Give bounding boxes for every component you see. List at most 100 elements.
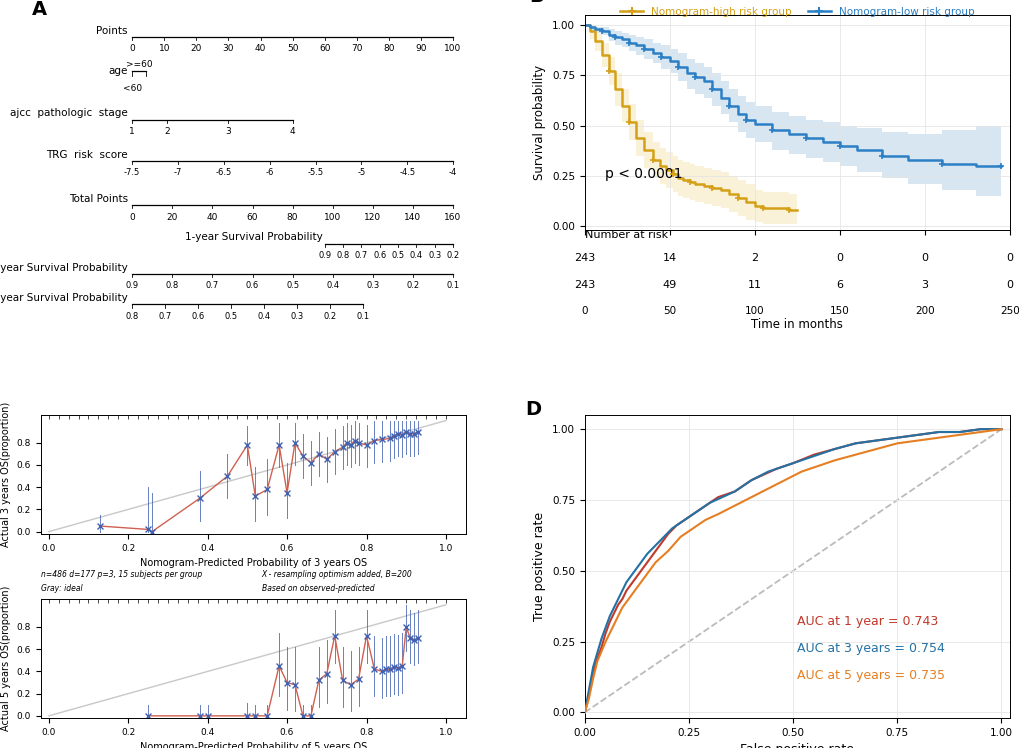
Text: 0.3: 0.3 xyxy=(290,312,304,321)
Text: 0.6: 0.6 xyxy=(192,312,205,321)
Point xyxy=(303,710,319,722)
Point xyxy=(318,668,334,680)
Point xyxy=(338,437,355,449)
Point xyxy=(401,632,418,644)
Point xyxy=(382,663,398,675)
Text: Gray: ideal: Gray: ideal xyxy=(41,583,83,592)
Text: -4.5: -4.5 xyxy=(398,168,415,177)
Text: Points: Points xyxy=(97,25,127,36)
Point xyxy=(401,428,418,440)
Text: 100: 100 xyxy=(324,212,341,221)
Text: AUC at 1 year = 0.743: AUC at 1 year = 0.743 xyxy=(797,615,937,628)
Text: Time in months: Time in months xyxy=(751,318,843,331)
Text: age: age xyxy=(108,66,127,76)
X-axis label: Nomogram-Predicted Probability of 5 years OS: Nomogram-Predicted Probability of 5 year… xyxy=(140,742,367,748)
Text: 0.5: 0.5 xyxy=(391,251,405,260)
Point xyxy=(200,710,216,722)
Text: 0: 0 xyxy=(1006,280,1012,290)
Point xyxy=(278,487,294,499)
Point xyxy=(378,663,394,675)
Text: 0.8: 0.8 xyxy=(125,312,139,321)
Text: 90: 90 xyxy=(415,44,426,53)
Text: 50: 50 xyxy=(286,44,299,53)
Text: 0: 0 xyxy=(836,253,843,263)
Text: 0.5: 0.5 xyxy=(224,312,237,321)
Text: 200: 200 xyxy=(914,307,933,316)
Point xyxy=(286,437,303,449)
Text: 0.3: 0.3 xyxy=(428,251,441,260)
Text: 11: 11 xyxy=(747,280,761,290)
Text: 60: 60 xyxy=(247,212,258,221)
X-axis label: Nomogram-Predicted Probability of 3 years OS: Nomogram-Predicted Probability of 3 year… xyxy=(140,558,367,568)
Point xyxy=(219,470,235,482)
Text: 1: 1 xyxy=(129,127,135,136)
Text: 0.7: 0.7 xyxy=(355,251,368,260)
Text: 243: 243 xyxy=(574,280,595,290)
Text: 80: 80 xyxy=(286,212,299,221)
Text: 0.7: 0.7 xyxy=(206,281,219,290)
Text: 3-year Survival Probability: 3-year Survival Probability xyxy=(0,263,127,272)
Text: 70: 70 xyxy=(351,44,362,53)
Text: 0.4: 0.4 xyxy=(258,312,270,321)
Text: -5: -5 xyxy=(357,168,365,177)
Point xyxy=(318,453,334,465)
Point xyxy=(334,675,351,687)
Text: 0.6: 0.6 xyxy=(373,251,386,260)
Point xyxy=(351,673,367,685)
Text: 250: 250 xyxy=(999,307,1019,316)
Point xyxy=(326,446,342,458)
Point xyxy=(247,490,263,502)
Point xyxy=(259,483,275,495)
Text: 0.5: 0.5 xyxy=(285,281,299,290)
Point xyxy=(358,630,374,642)
Text: 120: 120 xyxy=(364,212,381,221)
Text: 20: 20 xyxy=(166,212,177,221)
Text: D: D xyxy=(525,400,541,419)
Point xyxy=(311,448,327,460)
Text: 0.4: 0.4 xyxy=(326,281,339,290)
Point xyxy=(326,630,342,642)
Text: Total Points: Total Points xyxy=(68,194,127,203)
Text: Based on observed-predicted: Based on observed-predicted xyxy=(262,583,374,592)
X-axis label: False positive rate: False positive rate xyxy=(740,744,854,748)
Text: 10: 10 xyxy=(158,44,170,53)
Y-axis label: True positive rate: True positive rate xyxy=(533,512,546,621)
Text: 0: 0 xyxy=(581,307,588,316)
Point xyxy=(259,710,275,722)
Text: 0.2: 0.2 xyxy=(323,312,336,321)
Text: 150: 150 xyxy=(829,307,849,316)
Point xyxy=(351,437,367,449)
Text: 4: 4 xyxy=(289,127,296,136)
Point xyxy=(286,678,303,690)
Text: -7: -7 xyxy=(173,168,182,177)
Point xyxy=(389,662,406,674)
Point xyxy=(382,432,398,444)
Point xyxy=(238,710,255,722)
Text: 0.9: 0.9 xyxy=(125,281,139,290)
Text: 49: 49 xyxy=(662,280,677,290)
Text: 0.7: 0.7 xyxy=(158,312,171,321)
Point xyxy=(140,710,156,722)
Text: 0.8: 0.8 xyxy=(336,251,350,260)
Text: AUC at 5 years = 0.735: AUC at 5 years = 0.735 xyxy=(797,669,945,682)
Point xyxy=(358,439,374,451)
Point xyxy=(192,492,208,504)
Point xyxy=(247,710,263,722)
Text: A: A xyxy=(33,0,47,19)
Text: 3: 3 xyxy=(920,280,927,290)
Point xyxy=(393,660,410,672)
Text: -4: -4 xyxy=(448,168,457,177)
Point xyxy=(92,520,108,532)
Point xyxy=(366,663,382,675)
Point xyxy=(410,632,426,644)
Point xyxy=(334,441,351,453)
Text: ajcc  pathologic  stage: ajcc pathologic stage xyxy=(10,108,127,118)
Text: X - resampling optimism added, B=200: X - resampling optimism added, B=200 xyxy=(262,569,412,578)
Text: -5.5: -5.5 xyxy=(307,168,323,177)
Text: -6: -6 xyxy=(265,168,274,177)
Text: 80: 80 xyxy=(383,44,394,53)
Text: 1-year Survival Probability: 1-year Survival Probability xyxy=(184,233,322,242)
Y-axis label: Actual 3 years OS(proportion): Actual 3 years OS(proportion) xyxy=(1,402,11,547)
Text: 0.2: 0.2 xyxy=(406,281,419,290)
Point xyxy=(294,710,311,722)
